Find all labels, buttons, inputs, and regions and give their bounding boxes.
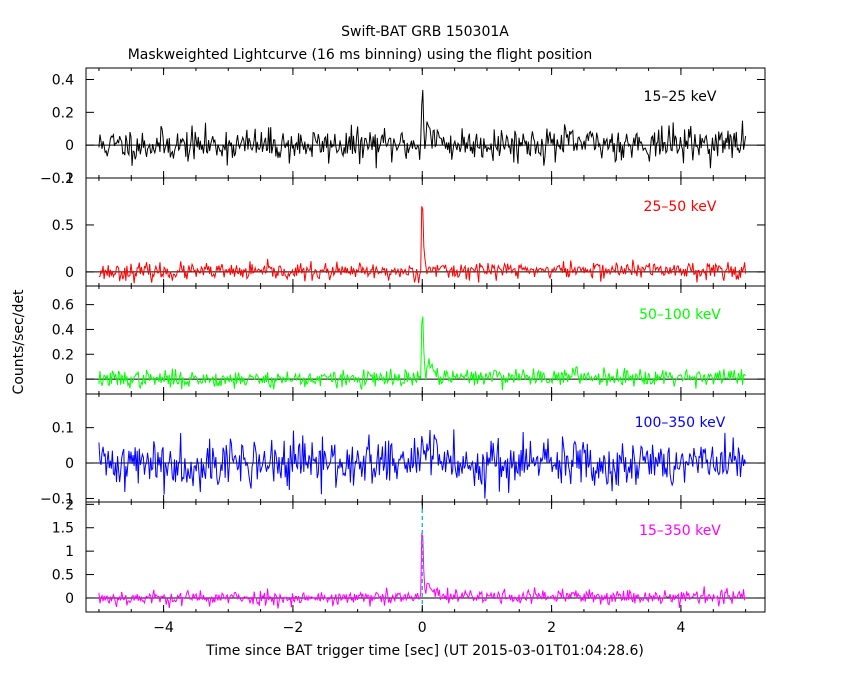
x-tick-label: 0 [418,620,427,636]
x-tick-label: 2 [547,620,556,636]
y-tick-label: 0.4 [52,322,74,338]
y-tick-label: 0.4 [52,72,74,88]
panels-group: −0.2 0 0.2 0.4 15–25 keV 0 0.5 1 25–50 keV 0 0.2 0.… [40,67,766,636]
x-tick-label: −2 [283,620,304,636]
y-tick-label: 0.6 [52,298,74,314]
y-tick-label: 1 [65,544,74,560]
x-tick-label: 4 [676,620,685,636]
panel-frame [85,393,766,503]
y-tick-label: −0.2 [40,171,74,187]
series-trace [98,90,747,169]
band-label: 100–350 keV [635,415,726,431]
y-tick-label: 0.5 [52,218,74,234]
y-tick-label: 0 [65,138,74,154]
series-trace [98,532,747,609]
y-tick-label: 0 [65,456,74,472]
band-label: 50–100 keV [639,307,721,323]
y-tick-label: 0 [65,372,74,388]
y-tick-label: 0.5 [52,568,74,584]
series-trace [98,316,747,391]
y-tick-label: 2 [65,497,74,513]
chart-title: Swift-BAT GRB 150301A [341,24,509,40]
band-label: 15–25 keV [644,89,717,105]
y-tick-label: −0.1 [40,491,74,507]
y-tick-label: 0.1 [52,421,74,437]
y-tick-label: 0.2 [52,105,74,121]
chart-subtitle: Maskweighted Lightcurve (16 ms binning) … [128,47,593,63]
series-trace [98,429,747,499]
x-tick-label: −4 [153,620,174,636]
y-tick-label: 0 [65,591,74,607]
y-tick-label: 0 [65,265,74,281]
y-axis-label: Counts/sec/det [11,289,27,394]
x-axis-label: Time since BAT trigger time [sec] (UT 20… [205,643,644,659]
panel-frame [85,501,766,613]
band-label: 25–50 keV [644,199,717,215]
series-trace [98,206,747,284]
y-tick-label: 0.2 [52,347,74,363]
band-label: 15–350 keV [639,523,721,539]
y-tick-label: 1 [65,171,74,187]
y-tick-label: 1.5 [52,521,74,537]
